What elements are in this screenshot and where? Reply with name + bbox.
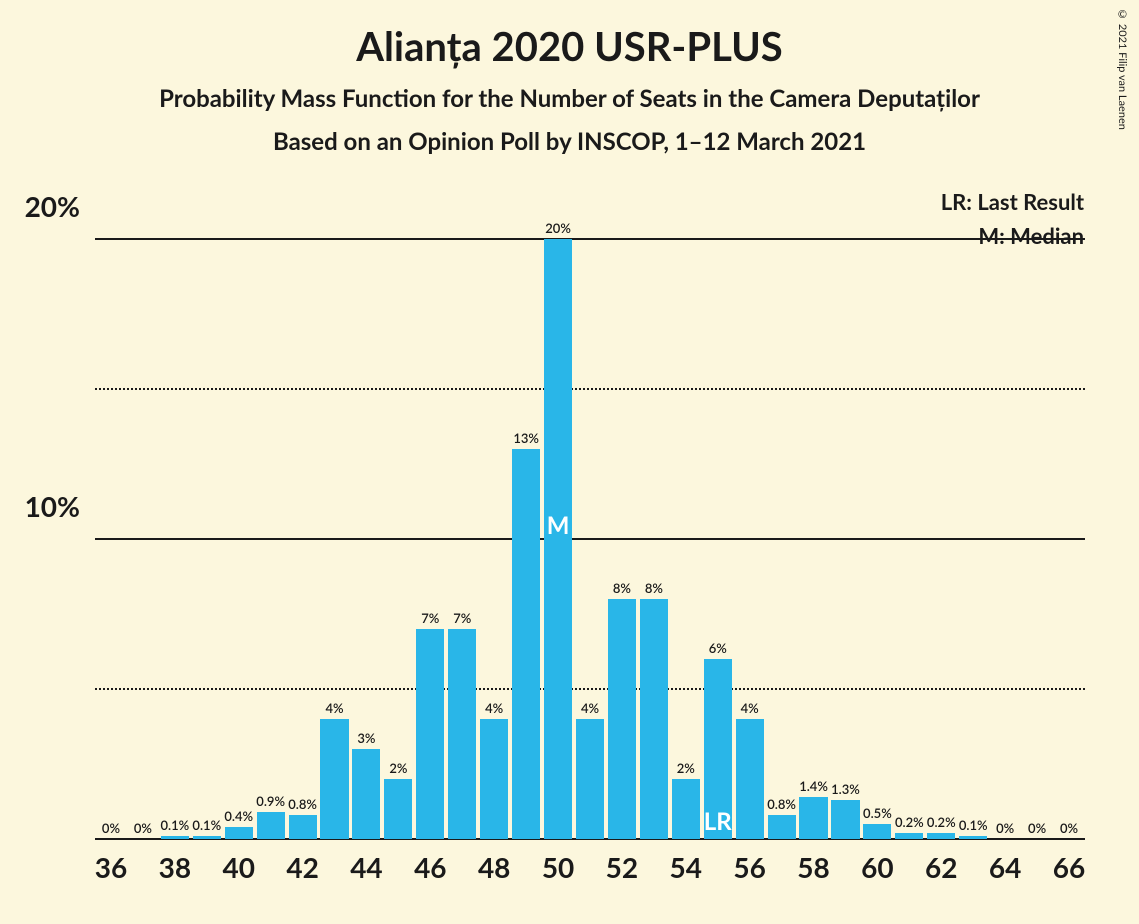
bar-value-label: 0.5% — [863, 805, 892, 821]
x-axis-label: 48 — [478, 850, 510, 884]
copyright-label: © 2021 Filip van Laenen — [1116, 8, 1129, 130]
bar — [672, 779, 700, 839]
bar-value-label: 0.1% — [160, 817, 189, 833]
x-axis-label: 60 — [861, 850, 893, 884]
bar-value-label: 6% — [709, 640, 727, 656]
bar-value-label: 0.1% — [192, 817, 221, 833]
bar-value-label: 0% — [1028, 820, 1046, 836]
bar — [608, 599, 636, 839]
x-axis-label: 40 — [222, 850, 254, 884]
chart-title: Alianța 2020 USR-PLUS — [0, 0, 1139, 70]
bar-value-label: 4% — [581, 700, 599, 716]
bar-value-label: 4% — [325, 700, 343, 716]
bar-value-label: 4% — [485, 700, 503, 716]
plot-area: 20%10%0%0%0.1%0.1%0.4%0.9%0.8%4%3%2%7%7%… — [95, 180, 1085, 840]
bar-value-label: 7% — [453, 610, 471, 626]
last-result-marker: LR — [704, 807, 732, 836]
x-axis-label: 42 — [286, 850, 318, 884]
bar — [927, 833, 955, 839]
x-axis-label: 38 — [159, 850, 191, 884]
bar — [959, 836, 987, 839]
bar-value-label: 0% — [134, 820, 152, 836]
chart-container: Alianța 2020 USR-PLUS Probability Mass F… — [0, 0, 1139, 924]
x-axis-label: 44 — [350, 850, 382, 884]
x-axis-label: 46 — [414, 850, 446, 884]
gridline — [95, 688, 1085, 690]
bar-value-label: 0% — [996, 820, 1014, 836]
bar — [257, 812, 285, 839]
x-axis-label: 36 — [95, 850, 127, 884]
bar-value-label: 3% — [357, 730, 375, 746]
bar-value-label: 4% — [741, 700, 759, 716]
x-axis-label: 52 — [606, 850, 638, 884]
gridline — [95, 238, 1085, 240]
bar — [416, 629, 444, 839]
bar-value-label: 0.8% — [288, 796, 317, 812]
bar-value-label: 1.4% — [799, 778, 828, 794]
bar — [480, 719, 508, 839]
bar — [512, 449, 540, 839]
gridline — [95, 538, 1085, 540]
x-axis-label: 56 — [733, 850, 765, 884]
bar-value-label: 0.9% — [256, 793, 285, 809]
bar-value-label: 0% — [1060, 820, 1078, 836]
bar-value-label: 0.1% — [959, 817, 988, 833]
x-axis-label: 50 — [542, 850, 574, 884]
x-axis-label: 58 — [797, 850, 829, 884]
bar — [799, 797, 827, 839]
bar-value-label: 7% — [421, 610, 439, 626]
bar-value-label: 2% — [389, 760, 407, 776]
bar-value-label: 20% — [545, 220, 571, 236]
bar — [831, 800, 859, 839]
bar-value-label: 13% — [513, 430, 539, 446]
bar-value-label: 2% — [677, 760, 695, 776]
bar — [736, 719, 764, 839]
bar-value-label: 1.3% — [831, 781, 860, 797]
bar-value-label: 0.8% — [767, 796, 796, 812]
bar — [225, 827, 253, 839]
x-axis-label: 66 — [1053, 850, 1085, 884]
bar-value-label: 0.2% — [895, 814, 924, 830]
x-axis-label: 64 — [989, 850, 1021, 884]
y-axis-label: 20% — [25, 189, 80, 223]
gridline — [95, 388, 1085, 390]
bar — [289, 815, 317, 839]
median-marker: M — [547, 511, 570, 540]
bar-value-label: 8% — [645, 580, 663, 596]
bar — [352, 749, 380, 839]
bar — [384, 779, 412, 839]
x-axis-label: 62 — [925, 850, 957, 884]
bar — [448, 629, 476, 839]
bar — [863, 824, 891, 839]
bar — [193, 836, 221, 839]
x-axis-label: 54 — [670, 850, 702, 884]
bar-value-label: 8% — [613, 580, 631, 596]
bar-value-label: 0.4% — [224, 808, 253, 824]
bar-value-label: 0.2% — [927, 814, 956, 830]
chart-subtitle-2: Based on an Opinion Poll by INSCOP, 1–12… — [0, 113, 1139, 156]
bar — [161, 836, 189, 839]
bar — [768, 815, 796, 839]
bar — [640, 599, 668, 839]
bar — [576, 719, 604, 839]
bar — [320, 719, 348, 839]
bar-value-label: 0% — [102, 820, 120, 836]
y-axis-label: 10% — [25, 489, 80, 523]
bar — [895, 833, 923, 839]
chart-subtitle: Probability Mass Function for the Number… — [0, 70, 1139, 113]
